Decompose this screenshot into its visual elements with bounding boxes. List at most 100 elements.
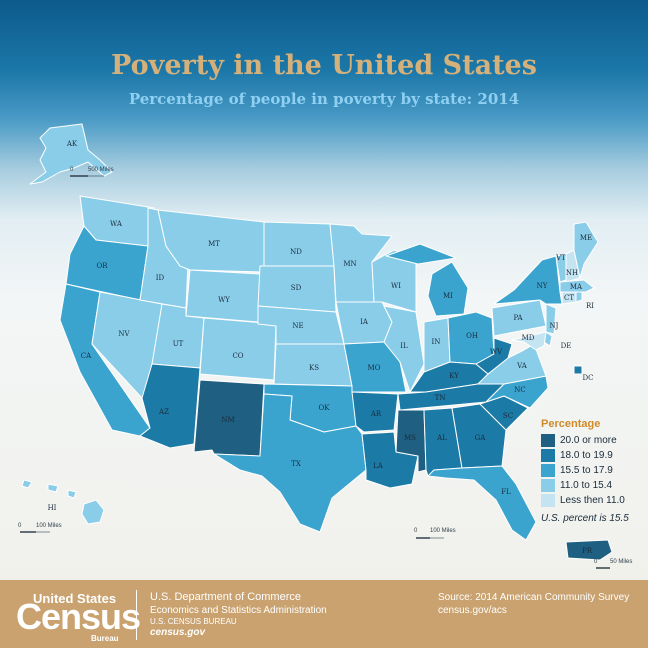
label-NM: NM bbox=[221, 416, 234, 424]
label-AR: AR bbox=[370, 410, 382, 418]
label-MT: MT bbox=[208, 240, 220, 248]
scale-zero-main: 0 bbox=[414, 528, 418, 534]
label-UT: UT bbox=[173, 340, 184, 348]
scale-zero-hi: 0 bbox=[18, 523, 22, 529]
legend-label: Less then 11.0 bbox=[560, 494, 625, 506]
us-percent-note: U.S. percent is 15.5 bbox=[541, 513, 629, 524]
label-MN: MN bbox=[343, 260, 356, 268]
legend-row: 11.0 to 15.4 bbox=[541, 478, 646, 492]
state-MD bbox=[511, 331, 547, 351]
label-WI: WI bbox=[391, 282, 401, 290]
state-NY bbox=[493, 255, 563, 305]
us-poverty-map: AK HI PR WA OR CA NV ID MT WY UT CO AZ N… bbox=[20, 123, 613, 569]
state-LA bbox=[361, 431, 419, 489]
label-OK: OK bbox=[319, 404, 331, 412]
state-RI bbox=[575, 291, 583, 303]
label-AL: AL bbox=[436, 434, 447, 442]
legend-swatch bbox=[541, 433, 555, 447]
label-MS: MS bbox=[404, 434, 416, 442]
label-PA: PA bbox=[513, 314, 523, 322]
legend: Percentage 20.0 or more 18.0 to 19.9 15.… bbox=[541, 418, 646, 508]
dept-bureau: U.S. CENSUS BUREAU bbox=[150, 617, 237, 626]
label-NE: NE bbox=[292, 322, 303, 330]
census-logo-line3: Bureau bbox=[91, 634, 119, 643]
label-VT: VT bbox=[555, 254, 566, 262]
label-ME: ME bbox=[580, 234, 592, 242]
legend-label: 20.0 or more bbox=[560, 434, 617, 446]
label-KY: KY bbox=[449, 372, 459, 380]
label-ID: ID bbox=[156, 274, 165, 282]
census-logo-line1: United States bbox=[33, 591, 117, 606]
label-TN: TN bbox=[435, 394, 446, 402]
dept-agency: Economics and Statistics Administration bbox=[150, 605, 327, 616]
source-text: Source: 2014 American Community Survey bbox=[438, 592, 630, 603]
source-link[interactable]: census.gov/acs bbox=[438, 605, 507, 616]
scale-label-puerto-rico: 50 Miles bbox=[610, 559, 633, 565]
state-FL bbox=[427, 465, 537, 541]
scale-label-hawaii: 100 Miles bbox=[36, 523, 62, 529]
label-CO: CO bbox=[232, 352, 243, 360]
label-AK: AK bbox=[66, 140, 78, 148]
state-TX bbox=[213, 393, 367, 533]
label-IN: IN bbox=[432, 338, 441, 346]
label-GA: GA bbox=[475, 434, 487, 442]
legend-row: Less then 11.0 bbox=[541, 493, 646, 507]
census-link[interactable]: census.gov bbox=[150, 627, 206, 638]
legend-label: 11.0 to 15.4 bbox=[560, 479, 613, 491]
label-AZ: AZ bbox=[158, 408, 169, 416]
scale-zero-ak: 0 bbox=[70, 167, 74, 173]
label-CT: CT bbox=[564, 294, 574, 302]
label-TX: TX bbox=[291, 460, 301, 468]
footer-divider bbox=[136, 590, 137, 640]
state-WV bbox=[475, 337, 513, 375]
state-CO bbox=[199, 317, 277, 381]
scale-label-mainland: 100 Miles bbox=[430, 528, 456, 534]
legend-title: Percentage bbox=[541, 418, 601, 430]
state-AK bbox=[29, 123, 113, 185]
label-IA: IA bbox=[360, 318, 369, 326]
state-ME bbox=[573, 221, 599, 279]
state-ND bbox=[263, 221, 335, 267]
label-NC: NC bbox=[514, 386, 525, 394]
state-GA bbox=[451, 403, 507, 469]
scale-zero-pr: 0 bbox=[594, 559, 598, 565]
legend-label: 18.0 to 19.9 bbox=[560, 449, 613, 461]
label-RI: RI bbox=[586, 302, 594, 310]
label-IL: IL bbox=[400, 342, 408, 350]
label-NV: NV bbox=[118, 330, 130, 338]
label-VA: VA bbox=[516, 362, 528, 370]
label-SD: SD bbox=[291, 284, 302, 292]
label-MO: MO bbox=[368, 364, 381, 372]
legend-swatch bbox=[541, 478, 555, 492]
label-ND: ND bbox=[290, 248, 302, 256]
label-DE: DE bbox=[561, 342, 572, 350]
label-MD: MD bbox=[522, 334, 535, 342]
state-DC bbox=[573, 365, 583, 375]
census-logo-wordmark: Census bbox=[16, 596, 141, 637]
page-title: Poverty in the United States bbox=[111, 50, 537, 81]
label-OH: OH bbox=[466, 332, 478, 340]
state-AZ bbox=[139, 363, 201, 449]
label-SC: SC bbox=[503, 412, 513, 420]
label-MI: MI bbox=[443, 292, 453, 300]
state-IL bbox=[383, 305, 425, 393]
legend-swatch bbox=[541, 448, 555, 462]
state-AR bbox=[351, 391, 399, 433]
label-LA: LA bbox=[373, 462, 384, 470]
label-NJ: NJ bbox=[550, 322, 559, 330]
state-HI bbox=[21, 479, 105, 525]
label-HI: HI bbox=[48, 504, 57, 512]
legend-swatch bbox=[541, 463, 555, 477]
label-DC: DC bbox=[583, 374, 594, 382]
scale-label-alaska: 500 Miles bbox=[88, 167, 114, 173]
label-WY: WY bbox=[218, 296, 230, 304]
label-FL: FL bbox=[501, 488, 511, 496]
legend-row: 20.0 or more bbox=[541, 433, 646, 447]
footer bbox=[0, 580, 648, 648]
state-PR bbox=[565, 539, 613, 561]
label-WV: WV bbox=[490, 348, 503, 356]
state-MI bbox=[385, 243, 469, 317]
state-NJ bbox=[545, 303, 557, 335]
dept-name: U.S. Department of Commerce bbox=[150, 591, 301, 603]
label-NH: NH bbox=[566, 269, 578, 277]
